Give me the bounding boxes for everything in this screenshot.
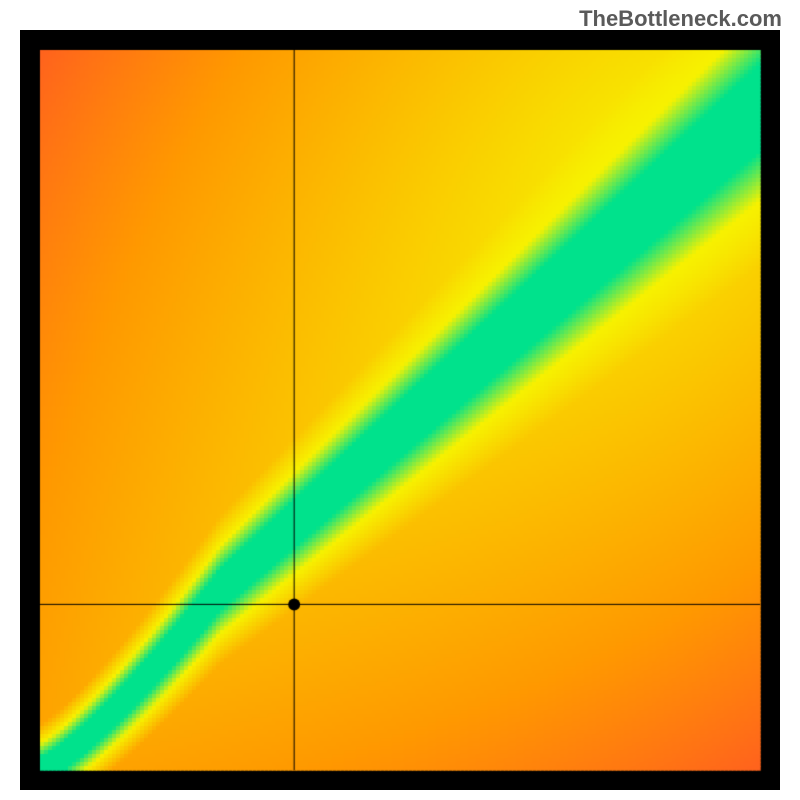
heatmap-canvas (20, 30, 780, 790)
watermark-text: TheBottleneck.com (579, 6, 782, 32)
heatmap-plot (20, 30, 780, 790)
chart-container: TheBottleneck.com (0, 0, 800, 800)
